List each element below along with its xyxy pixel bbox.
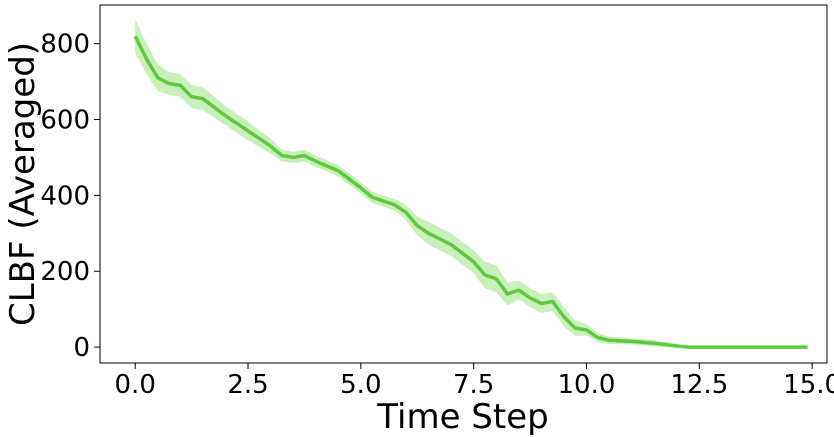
- y-axis-label: CLBF (Averaged): [3, 42, 43, 326]
- y-tick-label: 0: [73, 333, 90, 363]
- x-tick-label: 10.0: [558, 370, 616, 400]
- y-tick-label: 400: [40, 181, 90, 211]
- line: [133, 35, 808, 349]
- y-tick-label: 200: [40, 257, 90, 287]
- x-tick-label: 7.5: [453, 370, 494, 400]
- x-tick-label: 12.5: [670, 370, 728, 400]
- x-axis-label: Time Step: [376, 397, 548, 437]
- plot-frame: [99, 4, 828, 364]
- confidence-band: [135, 19, 808, 348]
- y-tick-label: 600: [40, 106, 90, 136]
- y-tick-label: 800: [40, 30, 90, 60]
- x-tick-label: 5.0: [340, 370, 381, 400]
- x-tick-label: 2.5: [227, 370, 268, 400]
- x-tick-label: 15.0: [783, 370, 834, 400]
- x-tick-label: 0.0: [115, 370, 156, 400]
